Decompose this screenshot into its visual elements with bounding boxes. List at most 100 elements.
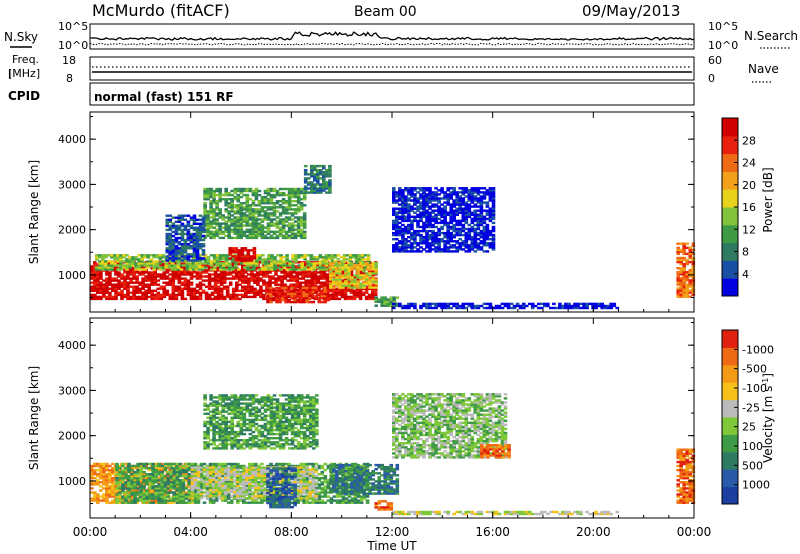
power-cell <box>338 270 342 273</box>
power-cell <box>488 244 493 247</box>
power-cell <box>272 224 277 227</box>
power-cell <box>294 256 298 259</box>
power-cell <box>319 177 323 180</box>
velocity-cell <box>136 487 140 490</box>
power-cell <box>428 242 432 245</box>
power-cell <box>325 281 330 284</box>
power-cell <box>222 285 227 288</box>
power-cell <box>248 218 253 221</box>
power-cell <box>407 240 411 243</box>
velocity-cell <box>121 491 125 494</box>
power-cell <box>221 216 225 219</box>
power-cell <box>176 266 181 269</box>
velocity-cell <box>135 485 139 488</box>
power-cell <box>156 291 160 294</box>
power-cell <box>120 273 124 276</box>
power-cell <box>203 214 207 217</box>
power-cell <box>306 264 310 267</box>
power-cell <box>268 281 272 284</box>
power-cell <box>361 293 366 297</box>
power-cell <box>117 291 121 294</box>
power-cell <box>192 297 197 301</box>
power-cell <box>218 268 223 271</box>
power-cell <box>275 236 280 240</box>
power-cell <box>428 233 432 237</box>
power-cell <box>105 277 109 280</box>
power-cell <box>362 274 366 277</box>
power-cell <box>269 189 274 193</box>
power-cell <box>227 212 231 215</box>
power-cell <box>473 203 478 206</box>
power-cell <box>395 223 399 227</box>
power-cell <box>434 302 438 306</box>
power-cell <box>270 266 274 269</box>
power-cell <box>250 273 254 276</box>
power-cell <box>428 217 432 221</box>
power-cell <box>144 277 148 280</box>
power-cell <box>479 215 484 218</box>
power-cell <box>318 260 323 263</box>
power-cell <box>147 271 151 274</box>
power-cell <box>467 238 472 241</box>
power-cell <box>147 283 151 286</box>
power-cell <box>241 295 245 299</box>
velocity-cell <box>102 470 106 474</box>
power-cell <box>306 191 311 194</box>
power-cell <box>398 250 402 253</box>
power-cell <box>266 193 271 197</box>
power-cell <box>131 256 135 259</box>
velocity-cell <box>156 481 160 484</box>
power-cell <box>218 256 223 259</box>
power-cell <box>186 291 191 294</box>
power-cell <box>102 283 106 286</box>
power-cell <box>350 282 354 285</box>
power-cell <box>342 254 347 257</box>
power-cell <box>482 250 487 253</box>
power-cell <box>428 223 432 227</box>
power-cell <box>306 173 311 176</box>
power-cell <box>213 273 218 276</box>
power-cell <box>461 242 466 245</box>
power-cell <box>323 300 328 304</box>
power-cell <box>268 279 272 282</box>
power-cell <box>485 211 490 214</box>
power-cell <box>434 209 438 212</box>
power-cell <box>295 285 299 288</box>
velocity-cell <box>130 483 134 486</box>
power-cell <box>318 268 323 271</box>
power-cell <box>356 272 360 275</box>
velocity-cell <box>127 464 131 468</box>
power-cell <box>413 195 417 198</box>
power-cell <box>138 281 142 284</box>
power-cell <box>251 222 256 225</box>
velocity-cell <box>123 493 127 496</box>
power-cell <box>322 189 326 192</box>
power-cell <box>461 191 466 194</box>
power-cell <box>467 205 472 208</box>
power-cell <box>293 286 297 290</box>
power-cell <box>215 202 219 205</box>
power-cell <box>243 266 247 269</box>
power-cell <box>290 232 295 235</box>
power-cell <box>212 198 216 201</box>
power-cell <box>452 199 456 202</box>
velocity-cell <box>90 497 94 500</box>
velocity-cell <box>121 470 125 474</box>
power-cell <box>322 181 326 184</box>
power-cell <box>260 208 265 211</box>
freq-right-tick-high: 60 <box>708 54 722 67</box>
power-cell <box>296 228 301 231</box>
power-cell <box>235 275 239 278</box>
power-cell <box>467 197 472 200</box>
power-cell <box>395 246 399 249</box>
power-cell <box>293 298 297 302</box>
power-cell <box>374 298 378 301</box>
power-cell <box>201 220 206 223</box>
power-cell <box>458 195 462 198</box>
power-cell <box>373 291 378 294</box>
power-cell <box>215 187 219 191</box>
power-cell <box>470 219 475 223</box>
power-cell <box>422 304 426 308</box>
power-cell <box>306 187 311 190</box>
power-cell <box>679 242 683 245</box>
